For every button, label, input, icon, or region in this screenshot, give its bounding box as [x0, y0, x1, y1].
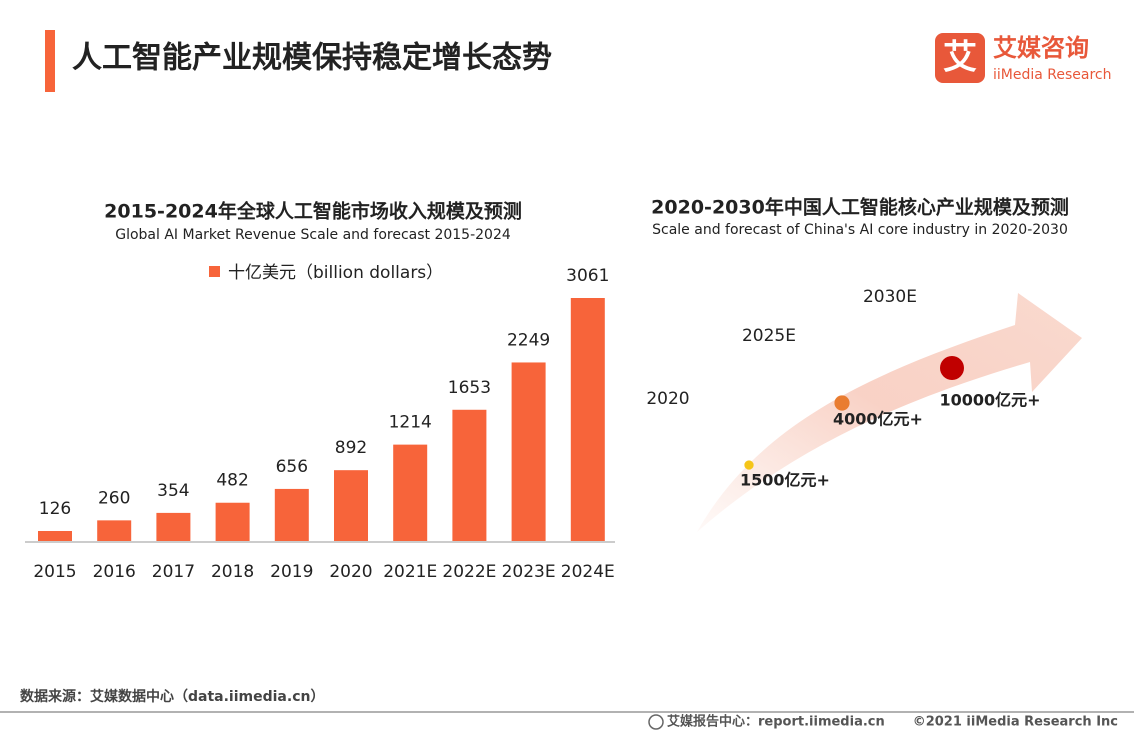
x-tick-label: 2022E — [442, 562, 496, 582]
legend-label: 十亿美元（billion dollars） — [228, 263, 443, 283]
x-tick-label: 2016 — [93, 562, 136, 582]
footer-report: 艾媒报告中心：report.iimedia.cn — [667, 714, 885, 730]
bubble — [744, 460, 754, 470]
footer-copyright: ©2021 iiMedia Research Inc — [913, 715, 1118, 730]
footer-icon — [648, 714, 664, 730]
chart-subtitle: Global AI Market Revenue Scale and forec… — [115, 227, 511, 243]
bar — [570, 298, 605, 541]
value-label: 10000亿元+ — [939, 391, 1040, 410]
bar — [215, 502, 250, 541]
title-bar — [45, 30, 55, 92]
page-title: 人工智能产业规模保持稳定增长态势 — [72, 41, 552, 76]
bar — [156, 512, 191, 541]
x-tick-label: 2024E — [561, 562, 615, 582]
x-tick-label: 2018 — [211, 562, 254, 582]
value-label: 1500亿元+ — [740, 471, 830, 490]
bar — [511, 362, 546, 541]
chart-title: 2015-2024年全球人工智能市场收入规模及预测 — [104, 200, 522, 223]
x-tick-label: 2017 — [152, 562, 195, 582]
bar — [97, 520, 132, 541]
x-tick-label: 2020 — [329, 562, 372, 582]
logo-cn: 艾媒咨询 — [993, 34, 1089, 62]
bar — [38, 530, 72, 541]
value-label: 2249 — [507, 330, 550, 350]
bubble — [940, 356, 964, 380]
source: 数据来源：艾媒数据中心（data.iimedia.cn） — [20, 688, 324, 705]
value-label: 656 — [276, 457, 308, 477]
value-label: 482 — [216, 471, 248, 491]
value-label: 354 — [157, 481, 189, 501]
value-label: 892 — [335, 438, 367, 458]
logo-icon: 艾 — [943, 38, 977, 78]
year-label: 2025E — [742, 326, 796, 346]
value-label: 126 — [39, 499, 71, 519]
bar — [393, 444, 428, 541]
bar — [334, 470, 368, 541]
chart-subtitle: Scale and forecast of China's AI core in… — [652, 222, 1068, 238]
value-label: 260 — [98, 488, 130, 508]
chart-title: 2020-2030年中国人工智能核心产业规模及预测 — [651, 196, 1069, 219]
growth-arrow — [697, 293, 1082, 532]
legend-swatch — [209, 266, 220, 277]
logo-icon-bg — [935, 33, 985, 83]
value-label: 4000亿元+ — [833, 410, 923, 429]
bar — [452, 409, 487, 541]
year-label: 2030E — [863, 287, 917, 307]
year-label: 2020 — [646, 389, 689, 409]
value-label: 1653 — [448, 378, 491, 398]
bar — [274, 488, 309, 541]
value-label: 3061 — [566, 266, 609, 286]
x-tick-label: 2021E — [383, 562, 437, 582]
bubble — [834, 395, 850, 411]
x-tick-label: 2019 — [270, 562, 313, 582]
x-tick-label: 2023E — [502, 562, 556, 582]
x-tick-label: 2015 — [33, 562, 76, 582]
logo-en: iiMedia Research — [993, 67, 1112, 83]
value-label: 1214 — [389, 413, 432, 433]
